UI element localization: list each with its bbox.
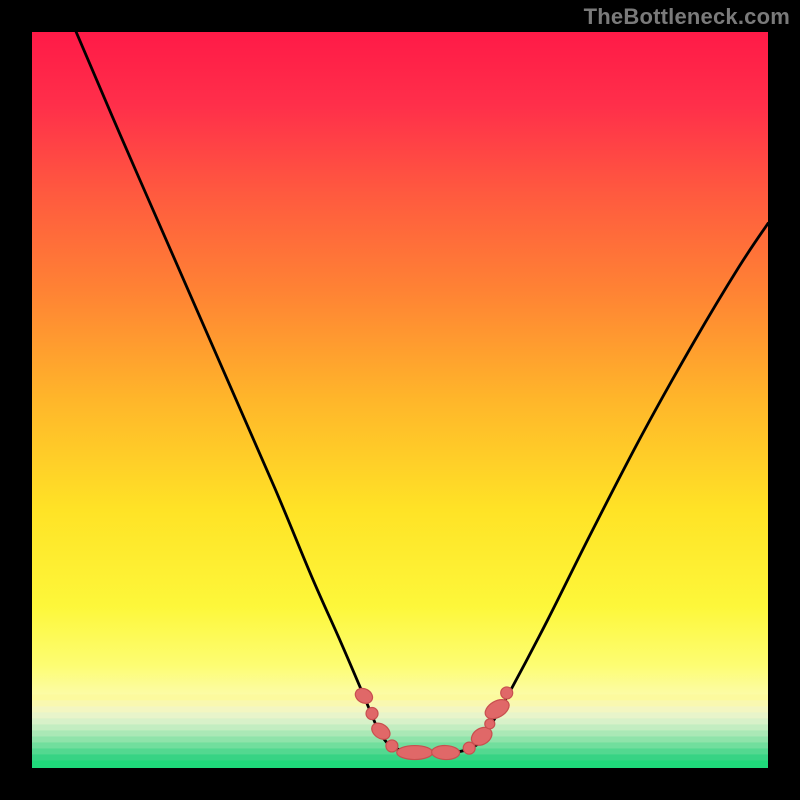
marker-blob [397,746,433,760]
marker-dot [501,687,513,699]
chart-stage: TheBottleneck.com [0,0,800,800]
marker-dot [485,719,495,729]
gradient-band [32,718,768,724]
gradient-band [32,694,768,700]
marker-dot [386,740,398,752]
gradient-band [32,760,768,766]
gradient-band [32,706,768,712]
gradient-band [32,736,768,742]
gradient-band [32,730,768,736]
gradient-band [32,766,768,768]
bottleneck-chart [0,0,800,800]
gradient-band [32,700,768,706]
gradient-area [32,32,768,768]
gradient-band [32,742,768,748]
marker-blob [431,745,459,760]
watermark-label: TheBottleneck.com [584,4,790,30]
gradient-band [32,724,768,730]
marker-dot [366,708,378,720]
gradient-band [32,712,768,718]
